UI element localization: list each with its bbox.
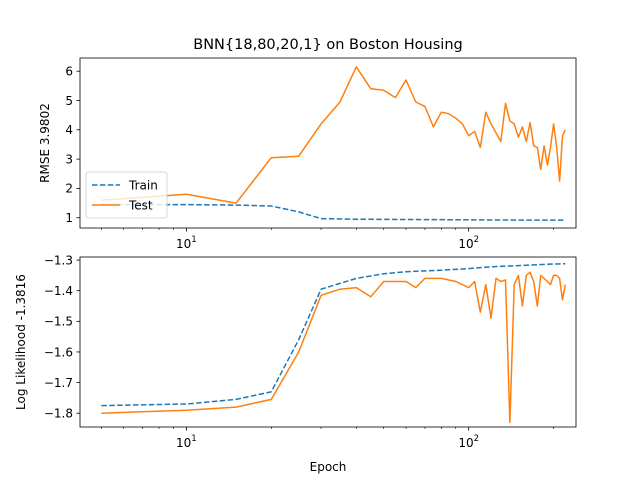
legend: Train Test bbox=[85, 171, 168, 219]
axes-frame bbox=[79, 57, 577, 229]
loglik-plot-area bbox=[101, 262, 567, 424]
rmse-plot-area bbox=[101, 66, 566, 221]
legend-label-train: Train bbox=[128, 178, 158, 192]
series-line-test bbox=[101, 271, 567, 424]
axes-frame bbox=[79, 256, 577, 428]
y-tick-label: 4 bbox=[65, 123, 73, 137]
series-line-train bbox=[101, 262, 566, 407]
legend-box bbox=[85, 171, 168, 219]
epoch-x-axis-label: Epoch bbox=[310, 460, 347, 474]
legend-label-test: Test bbox=[128, 198, 153, 212]
y-tick-label: 5 bbox=[65, 94, 73, 108]
y-tick-label: −1.3 bbox=[44, 253, 73, 267]
rmse-panel: RMSE 3.9802 101 102 1 2 3 4 5 6 Train Test bbox=[38, 57, 577, 251]
loglik-panel: Log Likelihood -1.3816 Epoch 101 102 −1.8 −… bbox=[14, 253, 577, 474]
rmse-y-axis-label: RMSE 3.9802 bbox=[38, 103, 52, 183]
x-tick-label: 102 bbox=[458, 434, 479, 450]
y-tick-label: −1.7 bbox=[44, 376, 73, 390]
y-tick-label: 1 bbox=[65, 211, 73, 225]
y-tick-label: −1.5 bbox=[44, 315, 73, 329]
x-tick-label: 102 bbox=[458, 235, 479, 251]
x-tick-label: 101 bbox=[176, 434, 197, 450]
chart-title: BNN{18,80,20,1} on Boston Housing bbox=[193, 37, 462, 53]
series-line-train bbox=[101, 203, 566, 221]
series-line-test bbox=[101, 66, 566, 204]
y-tick-label: 6 bbox=[65, 64, 73, 78]
x-tick-label: 101 bbox=[176, 235, 197, 251]
y-tick-label: −1.8 bbox=[44, 407, 73, 421]
y-tick-label: −1.4 bbox=[44, 284, 73, 298]
y-tick-label: 2 bbox=[65, 182, 73, 196]
y-tick-label: 3 bbox=[65, 152, 73, 166]
y-tick-label: −1.6 bbox=[44, 345, 73, 359]
loglik-y-axis-label: Log Likelihood -1.3816 bbox=[14, 274, 28, 410]
